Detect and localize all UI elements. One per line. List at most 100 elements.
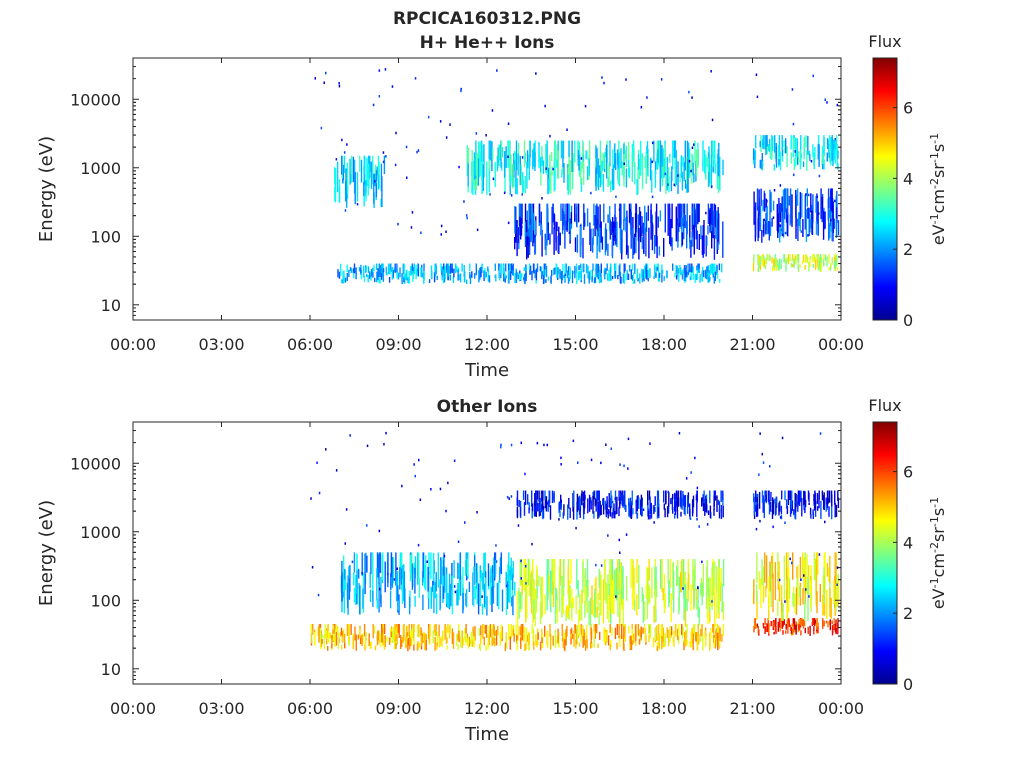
spectrogram-cell: [610, 180, 612, 193]
spectrogram-cell: [336, 161, 339, 193]
spectrogram-cell: [518, 273, 521, 281]
spectrogram-cell: [606, 263, 608, 271]
spectrogram-cell: [553, 268, 555, 275]
spectrogram-cell: [683, 642, 685, 651]
spectrogram-cell: [783, 140, 785, 147]
spectrogram-speckle: [652, 141, 654, 145]
spectrogram-cell: [777, 213, 779, 238]
spectrogram-cell: [394, 624, 396, 642]
spectrogram-cell: [828, 567, 830, 582]
spectrogram-cell: [661, 166, 664, 186]
spectrogram-speckle: [507, 155, 509, 158]
spectrogram-cell: [683, 268, 685, 282]
spectrogram-cell: [593, 511, 595, 519]
spectrogram-cell: [519, 592, 521, 609]
spectrogram-cell: [629, 502, 631, 508]
spectrogram-cell: [583, 632, 585, 646]
spectrogram-cell: [532, 609, 534, 624]
spectrogram-cell: [664, 203, 666, 233]
spectrogram-speckle: [601, 76, 603, 79]
spectrogram-cell: [833, 580, 835, 605]
spectrogram-speckle: [691, 96, 693, 99]
spectrogram-cell: [418, 552, 420, 579]
spectrogram-cell: [804, 264, 806, 270]
spectrogram-cell: [633, 567, 636, 607]
spectrogram-cell: [435, 624, 437, 636]
spectrogram-cell: [524, 643, 526, 651]
spectrogram-cell: [570, 633, 573, 639]
spectrogram-cell: [664, 508, 666, 518]
spectrogram-speckle: [496, 69, 498, 72]
spectrogram-cell: [690, 240, 692, 258]
spectrogram-speckle: [816, 195, 818, 198]
spectrogram-cell: [639, 226, 642, 243]
spectrogram-cell: [812, 254, 814, 263]
spectrogram-cell: [349, 158, 351, 185]
spectrogram-cell: [559, 269, 561, 278]
spectrogram-cell: [597, 502, 600, 513]
spectrogram-speckle: [812, 74, 814, 78]
spectrogram-cell: [497, 147, 499, 163]
spectrogram-cell: [575, 595, 577, 614]
spectrogram-cell: [440, 559, 442, 585]
spectrogram-cell: [567, 277, 570, 284]
spectrogram-cell: [584, 495, 586, 500]
spectrogram-cell: [312, 624, 314, 635]
spectrogram-cell: [590, 497, 592, 504]
spectrogram-speckle: [590, 458, 593, 462]
spectrogram-speckle: [605, 443, 607, 446]
spectrogram-cell: [656, 490, 659, 505]
spectrogram-cell: [707, 597, 709, 624]
spectrogram-cell: [759, 257, 762, 266]
spectrogram-cell: [670, 171, 673, 192]
spectrogram-cell: [337, 637, 339, 649]
spectrogram-cell: [578, 642, 581, 647]
spectrogram-cell: [713, 234, 716, 260]
spectrogram-cell: [504, 167, 506, 193]
spectrogram-cell: [684, 494, 686, 508]
spectrogram-cell: [453, 560, 455, 578]
spectrogram-cell: [607, 511, 609, 519]
spectrogram-speckle: [430, 488, 432, 491]
spectrogram-cell: [545, 496, 548, 512]
spectrogram-cell: [482, 164, 484, 192]
spectrogram-cell: [517, 626, 519, 641]
spectrogram-cell: [377, 268, 379, 281]
spectrogram-speckle: [660, 78, 663, 81]
spectrogram-cell: [812, 264, 815, 268]
spectrogram-cell: [417, 263, 419, 271]
spectrogram-cell: [487, 274, 489, 282]
colorbar-tick-label: 6: [903, 463, 913, 482]
spectrogram-cell: [581, 141, 584, 169]
spectrogram-cell: [461, 263, 463, 272]
spectrogram-cell: [478, 270, 480, 283]
spectrogram-cell: [823, 567, 825, 604]
spectrogram-cell: [753, 254, 755, 263]
panel-1-colorbar-title: Flux: [868, 32, 901, 51]
spectrogram-cell: [787, 618, 789, 626]
spectrogram-cell: [829, 266, 832, 271]
spectrogram-cell: [598, 569, 600, 588]
spectrogram-cell: [689, 237, 691, 250]
spectrogram-cell: [595, 145, 597, 159]
spectrogram-cell: [629, 208, 632, 225]
spectrogram-cell: [357, 634, 360, 640]
spectrogram-cell: [765, 555, 768, 589]
spectrogram-cell: [830, 263, 832, 268]
spectrogram-cell: [763, 499, 765, 519]
spectrogram-cell: [643, 601, 646, 621]
spectrogram-cell: [583, 496, 585, 514]
spectrogram-cell: [550, 171, 552, 194]
spectrogram-cell: [586, 580, 588, 600]
spectrogram-cell: [585, 633, 588, 644]
spectrogram-cell: [684, 215, 686, 229]
spectrogram-cell: [549, 591, 551, 607]
spectrogram-speckle: [566, 128, 568, 131]
spectrogram-cell: [602, 152, 604, 162]
spectrogram-cell: [787, 622, 789, 634]
x-tick-label: 03:00: [198, 699, 244, 718]
spectrogram-cell: [323, 634, 325, 649]
spectrogram-cell: [713, 490, 715, 507]
spectrogram-cell: [472, 160, 474, 195]
spectrogram-speckle: [600, 461, 602, 465]
